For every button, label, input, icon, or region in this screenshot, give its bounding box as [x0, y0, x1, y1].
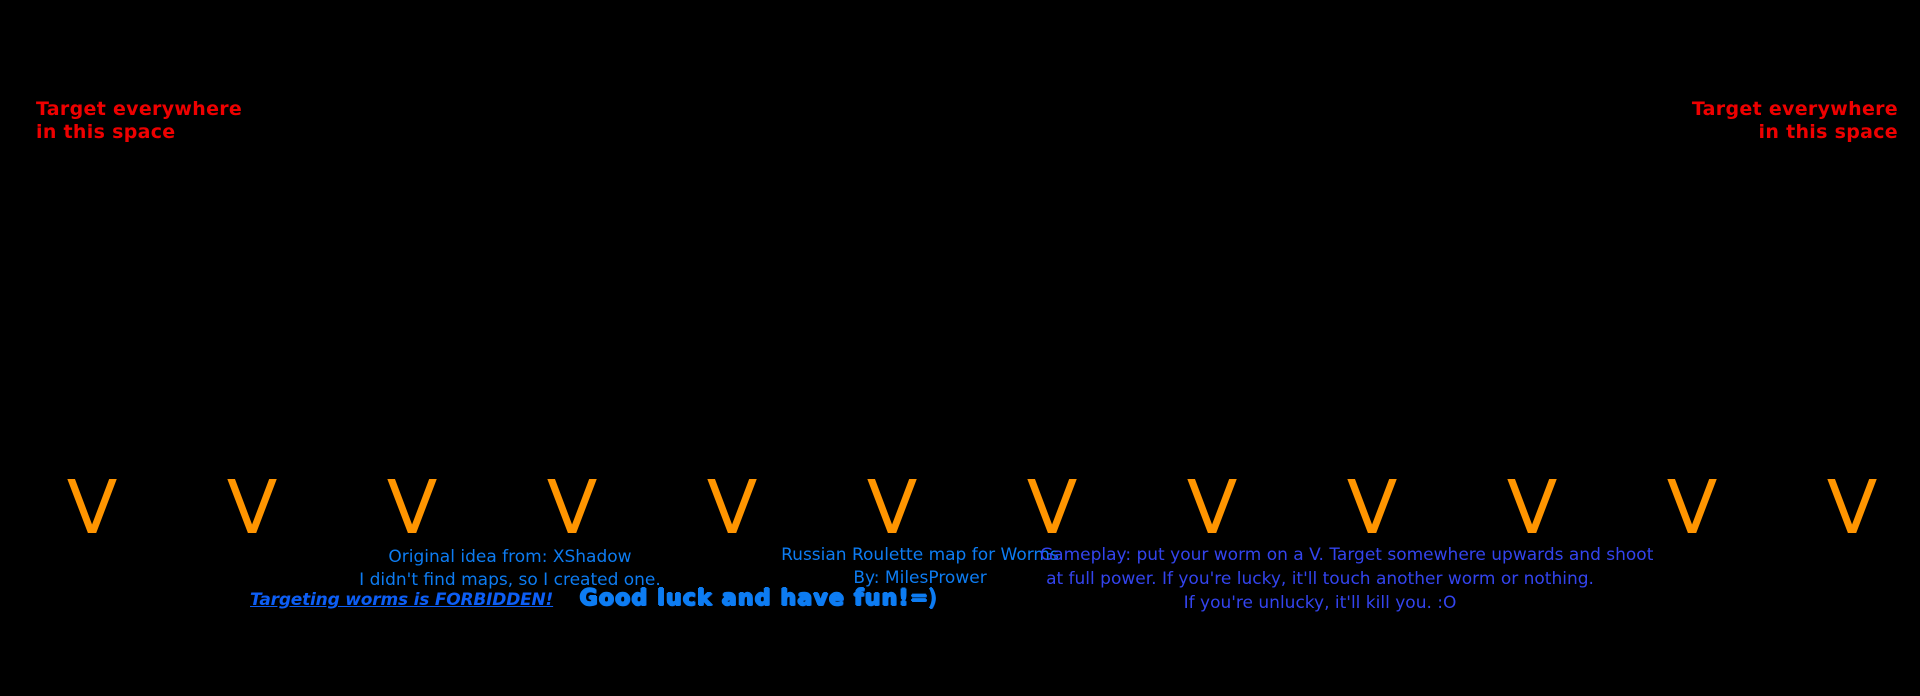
hint-label-right: Target everywhere in this space [1692, 98, 1898, 144]
map-title-line-1: Russian Roulette map for Worms [781, 545, 1059, 565]
landing-pad-v-3: V [386, 465, 438, 551]
good-luck-message: Good luck and have fun!=) [580, 586, 937, 611]
rules-line-3: If you're unlucky, it'll kill you. :O [1183, 593, 1457, 613]
gameplay-rules-block: Gameplay: put your worm on a V. Target s… [1040, 543, 1654, 615]
landing-pad-v-2: V [226, 465, 278, 551]
landing-pad-v-1: V [66, 465, 118, 551]
landing-pad-v-8: V [1186, 465, 1238, 551]
smiley-icon: =) [909, 586, 937, 611]
hint-left-line-2: in this space [36, 121, 176, 143]
map-title-block: Russian Roulette map for Worms By: Miles… [700, 544, 1140, 590]
credits-line-2: I didn't find maps, so I created one. [359, 570, 661, 590]
rules-line-1: Gameplay: put your worm on a V. Target s… [1040, 545, 1654, 565]
map-author-line: By: MilesPrower [853, 568, 987, 588]
credits-line-1: Original idea from: XShadow [388, 547, 632, 567]
landing-pad-v-9: V [1346, 465, 1398, 551]
landing-pad-v-6: V [866, 465, 918, 551]
hint-right-line-1: Target everywhere [1691, 98, 1898, 120]
landing-pad-v-12: V [1826, 465, 1878, 551]
landing-pad-v-11: V [1666, 465, 1718, 551]
hint-left-line-1: Target everywhere [36, 98, 243, 120]
landing-pad-v-7: V [1026, 465, 1078, 551]
good-luck-text: Good luck and have fun! [579, 586, 910, 611]
landing-pad-v-4: V [546, 465, 598, 551]
bottom-message-row: Targeting worms is FORBIDDEN! Good luck … [250, 586, 950, 616]
forbidden-warning: Targeting worms is FORBIDDEN! [250, 590, 554, 610]
rules-line-2: at full power. If you're lucky, it'll to… [1046, 569, 1594, 589]
credits-text-block: Original idea from: XShadow I didn't fin… [250, 546, 770, 592]
landing-pad-v-5: V [706, 465, 758, 551]
hint-label-left: Target everywhere in this space [36, 98, 242, 144]
hint-right-line-2: in this space [1758, 121, 1898, 143]
landing-pad-v-10: V [1506, 465, 1558, 551]
